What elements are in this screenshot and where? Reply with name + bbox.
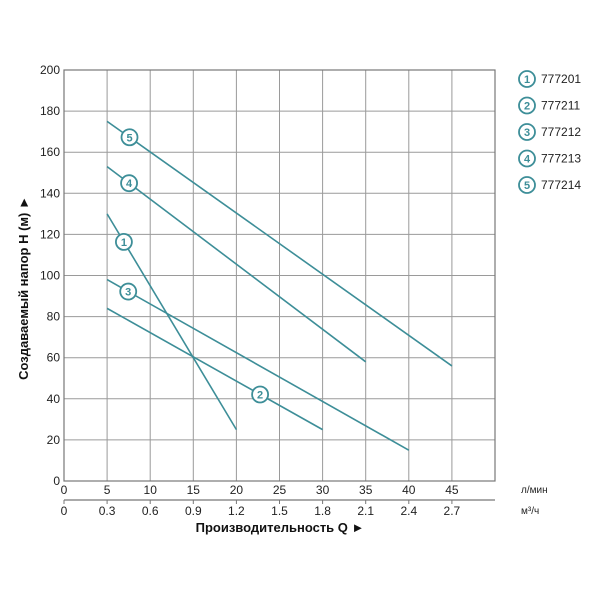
legend: 1 777201 2 777211 3 777212 4 777213 5 777214	[518, 70, 581, 194]
x2-tick-label: 2.4	[400, 504, 417, 518]
x-tick-label: 30	[316, 483, 330, 497]
series-marker-label: 5	[126, 132, 132, 144]
y-tick-label: 0	[53, 474, 60, 488]
y-tick-label: 20	[47, 433, 61, 447]
series-marker-label: 1	[121, 237, 127, 249]
y-tick-label: 100	[40, 269, 60, 283]
series-marker-2	[251, 385, 270, 404]
series-marker-3	[119, 282, 138, 301]
legend-marker-1	[518, 70, 536, 88]
y-tick-label: 180	[40, 104, 60, 118]
series-line-2	[106, 307, 323, 431]
series-line-4	[106, 165, 367, 363]
y-tick-label: 60	[47, 351, 61, 365]
x2-tick-label: 0.3	[99, 504, 116, 518]
x2-tick-label: 0	[61, 504, 68, 518]
legend-marker-label: 3	[524, 127, 530, 139]
y-tick-label: 160	[40, 145, 60, 159]
legend-entry: 777214	[541, 178, 581, 192]
series-marker-label: 4	[126, 178, 133, 190]
x-tick-label: 15	[187, 483, 201, 497]
x2-unit-label: м³/ч	[521, 506, 539, 517]
series-marker-1	[115, 233, 133, 251]
x2-tick-label: 2.7	[444, 504, 461, 518]
x2-tick-label: 1.5	[271, 504, 288, 518]
legend-entry: 777201	[541, 72, 581, 86]
x-tick-label: 10	[144, 483, 158, 497]
x2-tick-label: 1.2	[228, 504, 245, 518]
x-tick-label: 20	[230, 483, 244, 497]
y-tick-label: 120	[40, 227, 60, 241]
x2-tick-label: 2.1	[357, 504, 374, 518]
x-tick-label: 0	[61, 483, 68, 497]
plot-frame	[63, 69, 496, 482]
x-axis-title: Производительность Q ►	[196, 520, 365, 535]
y-tick-label: 80	[47, 310, 61, 324]
x-unit-label: л/мин	[521, 485, 548, 496]
legend-marker-5	[518, 176, 536, 194]
series-lines: 1 2 3 4 5	[106, 120, 453, 451]
legend-entry: 777213	[541, 152, 581, 166]
grid	[63, 69, 496, 501]
legend-marker-4	[518, 149, 536, 168]
tick-labels: 0 5 10 15 20 25 30 35 40 450 0.3 0.6 0.9 1.2 1.5 1.8 2.1…	[40, 63, 461, 518]
legend-marker-3	[518, 123, 536, 141]
legend-marker-label: 2	[524, 101, 530, 113]
y-axis-title: Создаваемый напор Н (м) ►	[16, 196, 31, 380]
y-tick-label: 40	[47, 392, 61, 406]
x-tick-label: 45	[445, 483, 459, 497]
x-tick-label: 5	[104, 483, 111, 497]
series-marker-label: 3	[125, 287, 131, 299]
series-marker-label: 2	[257, 389, 263, 401]
legend-marker-label: 4	[524, 154, 531, 166]
legend-entry: 777211	[541, 99, 580, 113]
x-tick-label: 40	[402, 483, 416, 497]
series-marker-5	[120, 128, 139, 147]
series-line-5	[106, 120, 453, 367]
series-marker-4	[120, 174, 138, 193]
x-tick-label: 25	[273, 483, 287, 497]
x2-tick-label: 1.8	[314, 504, 331, 518]
legend-entry: 777212	[541, 125, 581, 139]
legend-marker-label: 5	[524, 180, 530, 192]
series-line-3	[106, 278, 410, 451]
y-tick-label: 200	[40, 63, 60, 77]
x2-tick-label: 0.6	[142, 504, 159, 518]
legend-marker-label: 1	[524, 74, 530, 86]
y-tick-label: 140	[40, 186, 60, 200]
series-line-1	[106, 213, 238, 431]
x2-tick-label: 0.9	[185, 504, 202, 518]
legend-marker-2	[518, 96, 536, 115]
x-tick-label: 35	[359, 483, 373, 497]
